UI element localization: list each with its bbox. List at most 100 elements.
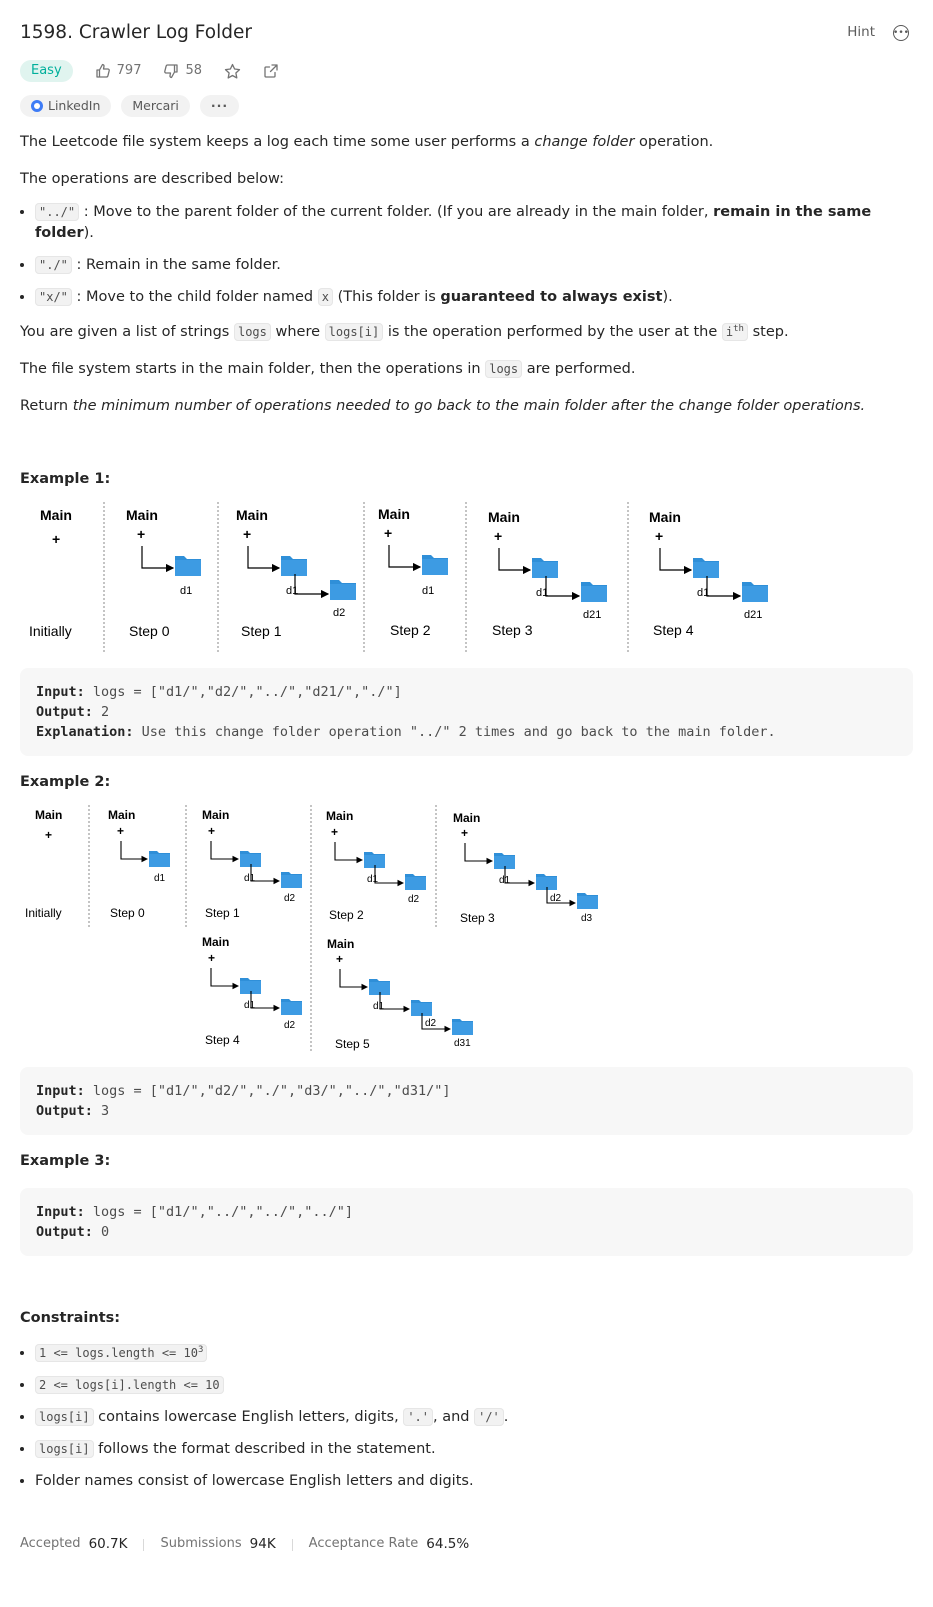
constraints-title: Constraints:	[20, 1310, 121, 1327]
folder-label-d21: d21	[583, 609, 601, 621]
folder-label-d2: d2	[333, 607, 345, 619]
thumbs-up-icon	[96, 63, 110, 78]
example-1-code: Input: logs = ["d1/","d2/","../","d21/",…	[20, 668, 913, 757]
meta-row: Easy 797 58	[20, 58, 913, 84]
main-label: Main	[35, 808, 62, 822]
main-label: Main	[326, 809, 353, 823]
stats-divider	[143, 1538, 145, 1551]
example-3-code: Input: logs = ["d1/","../","../","../"] …	[20, 1188, 913, 1257]
acceptance-rate-value: 64.5%	[426, 1536, 470, 1552]
accepted-label: Accepted	[20, 1536, 81, 1552]
acceptance-rate-label: Acceptance Rate	[308, 1536, 419, 1552]
step-label-4: Step 4	[205, 1033, 240, 1047]
folder-label-d1: d1	[180, 585, 192, 597]
folder-label-d1: d1	[499, 875, 511, 886]
plus-label: +	[461, 826, 468, 840]
example-1-title: Example 1:	[20, 471, 111, 488]
list-item: "x/" : Move to the child folder named x …	[35, 287, 913, 308]
stats-divider	[291, 1538, 293, 1551]
thumbs-down-icon	[164, 64, 179, 79]
main-label: Main	[126, 507, 158, 523]
example-2-figure: Main + Initially Main + d1 Step 0 Main +…	[25, 805, 598, 1052]
problem-description: 1598. Crawler Log Folder Hint ••• Easy 7…	[0, 0, 933, 1492]
company-tag-linkedin[interactable]: LinkedIn	[20, 94, 112, 118]
list-item: logs[i] follows the format described in …	[35, 1439, 913, 1460]
list-item: "./" : Remain in the same folder.	[35, 255, 913, 276]
folder-label-d3: d3	[581, 913, 593, 924]
problem-title[interactable]: 1598. Crawler Log Folder	[20, 21, 252, 43]
given-paragraph: You are given a list of strings logs whe…	[20, 323, 789, 342]
folder-label-d1: d1	[367, 874, 379, 885]
share-icon	[264, 64, 278, 78]
more-tags-button[interactable]: ···	[199, 94, 240, 118]
accepted-value: 60.7K	[88, 1536, 128, 1552]
list-item: logs[i] contains lowercase English lette…	[35, 1407, 913, 1428]
step-label-2: Step 2	[329, 908, 364, 922]
operations-intro: The operations are described below:	[20, 171, 284, 188]
folder-label-d2: d2	[284, 893, 296, 904]
company-tag-mercari[interactable]: Mercari	[121, 94, 190, 118]
plus-label: +	[384, 525, 392, 541]
folder-label-d1: d1	[536, 587, 548, 599]
step-label-3: Step 3	[492, 622, 533, 638]
plus-label: +	[208, 824, 215, 838]
plus-label: +	[137, 526, 145, 542]
title-row: 1598. Crawler Log Folder Hint •••	[20, 0, 913, 46]
intro-paragraph: The Leetcode file system keeps a log eac…	[20, 134, 714, 150]
plus-label: +	[208, 951, 215, 965]
list-item: 2 <= logs[i].length <= 10	[35, 1375, 913, 1396]
plus-label: +	[655, 528, 663, 544]
main-label: Main	[378, 506, 410, 522]
plus-label: +	[243, 526, 251, 542]
step-label-1: Step 1	[205, 906, 240, 920]
folder-label-d1: d1	[244, 1000, 256, 1011]
favorite-button[interactable]	[224, 63, 241, 80]
example-3-title: Example 3:	[20, 1153, 111, 1170]
share-button[interactable]	[263, 63, 279, 79]
operations-list: "../" : Move to the parent folder of the…	[20, 202, 913, 308]
step-label-0: Step 0	[129, 623, 170, 639]
folder-label-d2: d2	[408, 894, 420, 905]
folder-label-d1: d1	[373, 1001, 385, 1012]
hint-button[interactable]: Hint	[847, 24, 875, 41]
main-label: Main	[327, 937, 354, 951]
submissions-value: 94K	[249, 1536, 276, 1552]
main-label: Main	[108, 808, 135, 822]
return-paragraph: Return the minimum number of operations …	[20, 398, 866, 415]
plus-label: +	[494, 528, 502, 544]
step-label-5: Step 5	[335, 1037, 370, 1051]
example-2-code: Input: logs = ["d1/","d2/","./","d3/",".…	[20, 1067, 913, 1136]
company-tag-label: LinkedIn	[48, 97, 101, 113]
folder-label-d1: d1	[697, 587, 709, 599]
example-2-title: Example 2:	[20, 774, 111, 791]
plus-label: +	[52, 531, 60, 547]
folder-label-d2: d2	[425, 1018, 437, 1029]
like-button[interactable]: 797	[95, 62, 142, 81]
list-item: Folder names consist of lowercase Englis…	[35, 1471, 913, 1492]
list-item: "../" : Move to the parent folder of the…	[35, 202, 913, 244]
folder-label-d1: d1	[286, 585, 298, 597]
step-label-3: Step 3	[460, 911, 495, 925]
main-label: Main	[236, 507, 268, 523]
more-options-icon[interactable]: •••	[893, 25, 909, 41]
main-label: Main	[202, 808, 229, 822]
folder-label-d1: d1	[154, 873, 166, 884]
difficulty-badge: Easy	[20, 59, 73, 83]
dislike-button[interactable]: 58	[163, 62, 202, 81]
step-label-1: Step 1	[241, 623, 282, 639]
submissions-label: Submissions	[160, 1536, 242, 1552]
main-label: Main	[453, 811, 480, 825]
title-actions: Hint •••	[847, 23, 909, 43]
star-icon	[224, 63, 241, 79]
step-label-initially: Initially	[25, 906, 62, 920]
start-paragraph: The file system starts in the main folde…	[20, 360, 636, 379]
plus-label: +	[45, 828, 52, 842]
company-tag-label: Mercari	[132, 97, 179, 113]
plus-label: +	[117, 824, 124, 838]
main-label: Main	[649, 509, 681, 525]
plus-label: +	[336, 952, 343, 966]
step-label-2: Step 2	[390, 622, 431, 638]
like-count: 797	[116, 62, 142, 78]
example-1-figure: Main + Initially Main + d1 Step 0 Main +…	[29, 502, 768, 653]
folder-label-d2: d2	[550, 893, 562, 904]
